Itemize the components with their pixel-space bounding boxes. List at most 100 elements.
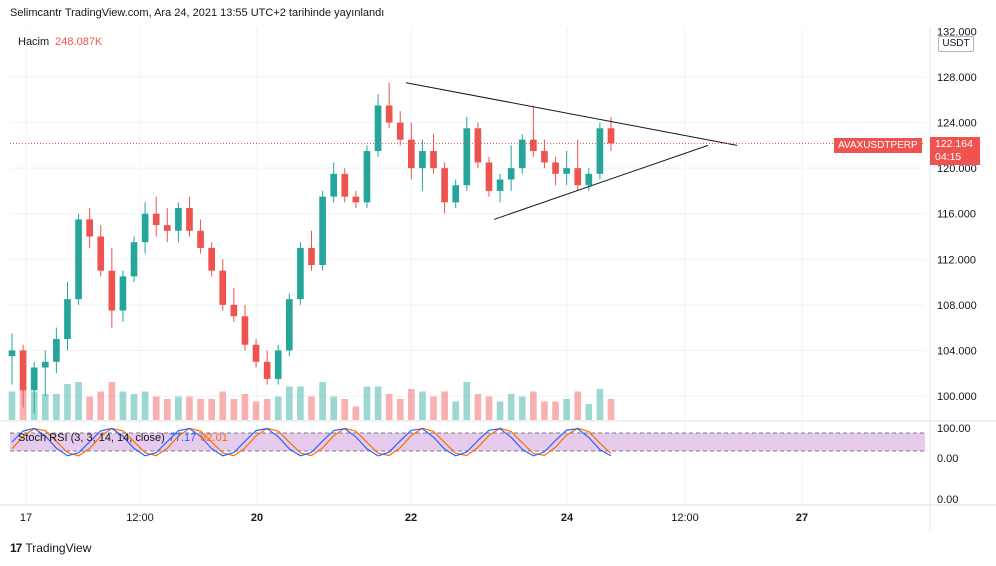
volume-bar	[108, 382, 116, 420]
candle-body	[530, 139, 537, 152]
candle-body	[452, 185, 460, 203]
candle-body	[163, 225, 171, 231]
volume-bar	[274, 396, 282, 420]
volume-bar	[596, 389, 604, 420]
volume-bar	[408, 389, 415, 420]
candle-body	[175, 208, 182, 231]
candle-body	[385, 105, 393, 123]
volume-bar	[396, 399, 404, 420]
price-tick-label: 128.000	[937, 72, 977, 84]
volume-bar	[197, 399, 204, 420]
volume-bar	[8, 391, 16, 420]
volume-bar	[175, 396, 182, 420]
tradingview-logo-icon: 17	[10, 541, 22, 555]
candle-body	[607, 128, 615, 144]
stoch-rsi-k-value: 77.17	[168, 432, 197, 444]
volume-bar	[574, 391, 582, 420]
price-tick-label: 104.000	[937, 345, 977, 357]
candle-body	[308, 247, 315, 265]
candle-body	[75, 219, 82, 300]
candle-body	[86, 219, 93, 237]
candle-body	[507, 168, 515, 180]
volume-series	[8, 382, 615, 420]
candle-series	[8, 82, 615, 414]
candle-body	[596, 128, 604, 174]
volume-bar	[41, 394, 49, 420]
time-tick-label: 17	[20, 512, 32, 524]
volume-bar	[141, 391, 149, 420]
last-price-value: 122.164	[935, 138, 973, 150]
stoch-rsi-d-value: 82.01	[200, 432, 228, 444]
candle-body	[518, 139, 526, 169]
volume-bar	[463, 382, 471, 420]
volume-bar	[75, 382, 82, 420]
volume-bar	[541, 401, 548, 420]
volume-bar	[518, 396, 526, 420]
candle-body	[285, 299, 293, 351]
time-tick-label: 27	[796, 512, 808, 524]
volume-bar	[152, 396, 160, 420]
candle-body	[230, 304, 238, 317]
volume-bar	[297, 386, 304, 420]
volume-bar	[419, 391, 426, 420]
candle-body	[197, 230, 204, 248]
volume-bar	[474, 394, 482, 420]
triangle-lower-line	[493, 144, 709, 220]
time-tick-label: 22	[405, 512, 417, 524]
candle-body	[241, 316, 249, 345]
candle-body	[552, 162, 559, 174]
volume-bar	[363, 386, 371, 420]
candle-body	[19, 350, 27, 391]
volume-bar	[53, 394, 60, 420]
candle-body	[186, 208, 193, 231]
volume-bar	[374, 386, 382, 420]
volume-bar	[319, 382, 326, 420]
volume-bar	[241, 394, 249, 420]
volume-bar	[330, 396, 338, 420]
volume-bar	[385, 394, 393, 420]
candle-body	[574, 168, 582, 186]
volume-bar	[352, 406, 360, 420]
candle-body	[252, 344, 260, 362]
candle-body	[274, 350, 282, 379]
stoch-rsi-legend[interactable]: Stoch RSI (3, 3, 14, 14, close) 77.17 82.0…	[18, 432, 228, 444]
price-tick-label: 120.000	[937, 163, 977, 175]
volume-bar	[263, 399, 271, 420]
time-tick-label: 12:00	[126, 512, 154, 524]
candle-body	[396, 122, 404, 140]
volume-bar	[585, 404, 593, 420]
volume-bar	[219, 391, 227, 420]
currency-button[interactable]: USDT	[938, 36, 974, 52]
candle-body	[563, 168, 570, 174]
stoch-rsi-k-line	[11, 427, 612, 457]
volume-bar	[607, 399, 615, 420]
chart-grid	[0, 28, 996, 530]
price-tick-label: 108.000	[937, 300, 977, 312]
candle-body	[30, 367, 38, 391]
candle-body	[363, 151, 371, 203]
volume-bar	[86, 396, 93, 420]
volume-legend-value: 248.087K	[55, 36, 103, 48]
candle-body	[141, 213, 149, 243]
last-price-label: 122.164 04:15	[930, 137, 980, 165]
candle-body	[330, 173, 338, 197]
candle-body	[208, 247, 215, 271]
candle-body	[352, 196, 360, 203]
volume-bar	[552, 401, 559, 420]
volume-legend[interactable]: Hacim 248.087K	[18, 36, 102, 48]
volume-bar	[97, 391, 105, 420]
volume-bar	[430, 396, 437, 420]
candle-body	[541, 151, 548, 163]
volume-bar	[285, 386, 293, 420]
candle-body	[374, 105, 382, 152]
candle-body	[41, 361, 49, 368]
volume-bar	[441, 391, 448, 420]
candle-body	[97, 236, 105, 271]
candle-body	[53, 339, 60, 362]
volume-bar	[119, 391, 127, 420]
candle-body	[119, 276, 127, 311]
volume-bar	[485, 396, 493, 420]
volume-bar	[341, 399, 349, 420]
brand-footer[interactable]: 17 TradingView	[10, 541, 91, 555]
